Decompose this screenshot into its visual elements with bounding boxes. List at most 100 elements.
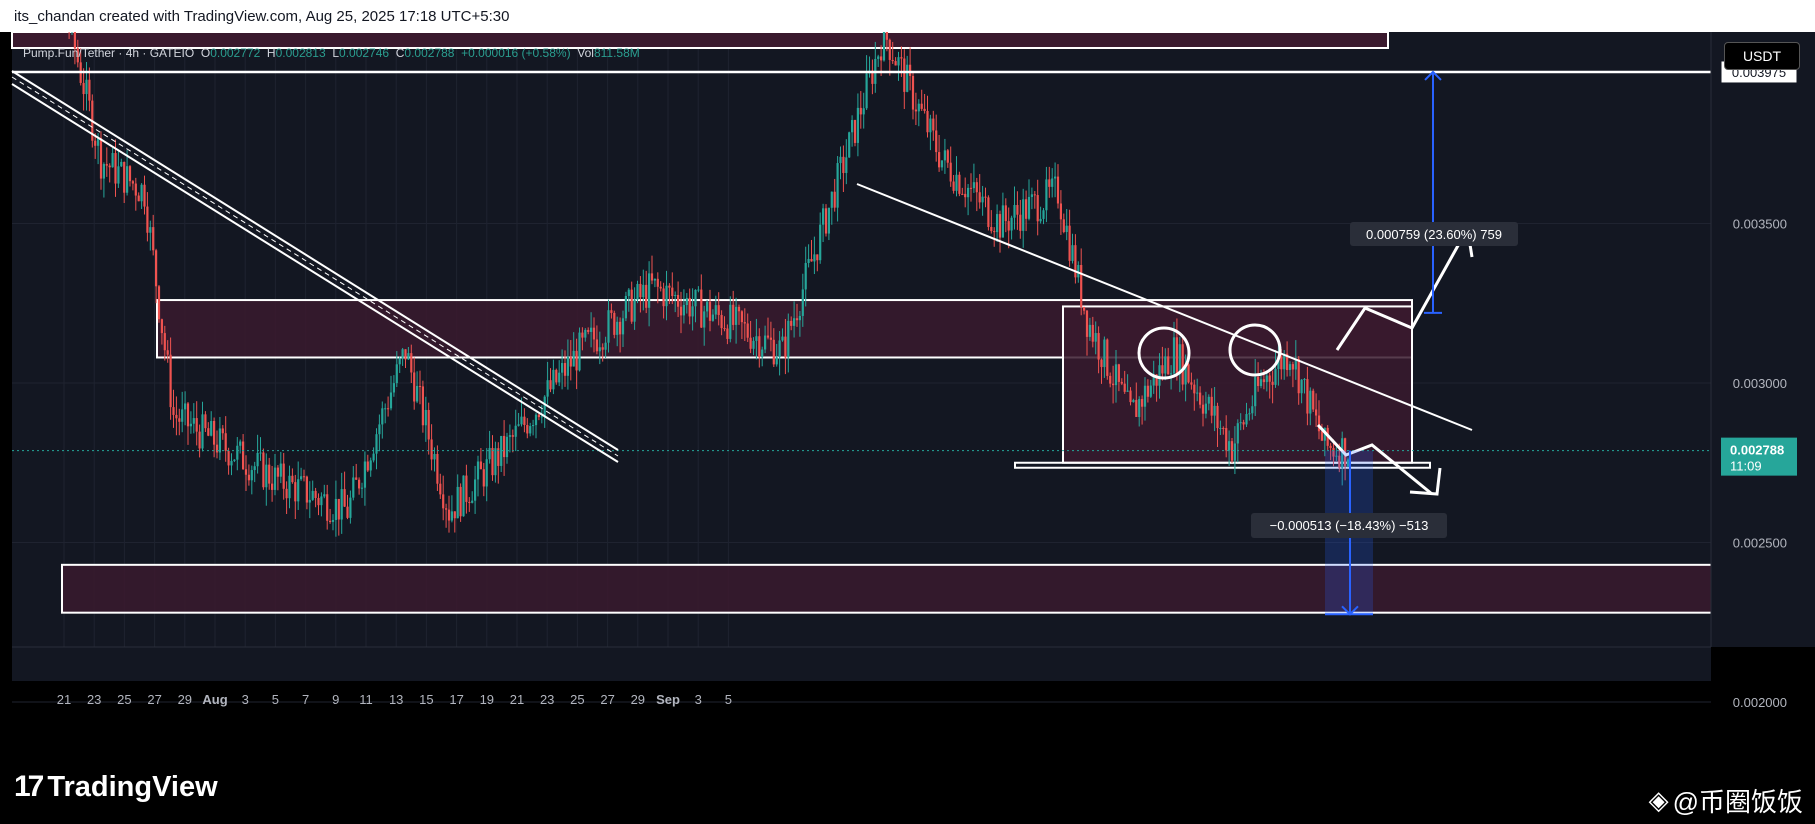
- time-tick-label: 23: [540, 692, 554, 707]
- candle-body: [146, 206, 149, 233]
- candle-body: [300, 476, 303, 480]
- candle-body: [1123, 383, 1126, 392]
- candle-body: [923, 108, 926, 111]
- bar-countdown: 11:09: [1730, 459, 1762, 474]
- candle-body: [885, 16, 888, 40]
- candle-body: [1181, 344, 1184, 385]
- candle-body: [865, 73, 868, 109]
- time-tick-label: 25: [570, 692, 584, 707]
- candle-body: [909, 64, 912, 76]
- candle-body: [114, 153, 117, 184]
- candle-body: [761, 349, 764, 358]
- candle-body: [526, 425, 529, 434]
- candle-body: [366, 461, 369, 471]
- candle-body: [398, 358, 401, 365]
- candle-body: [836, 163, 839, 208]
- chart-pane[interactable]: 0.000759 (23.60%) 759 −0.000513 (−18.43%)…: [0, 0, 1815, 749]
- candle-body: [993, 231, 996, 233]
- candle-body: [932, 118, 935, 131]
- candle-body: [917, 103, 920, 112]
- candle-body: [595, 339, 598, 352]
- candle-body: [566, 356, 569, 376]
- candle-body: [766, 335, 770, 338]
- candle-body: [1225, 428, 1228, 451]
- candle-body: [1065, 225, 1068, 233]
- candle-body: [488, 448, 491, 460]
- candle-body: [650, 273, 654, 281]
- candle-body: [285, 488, 288, 499]
- candle-body: [157, 286, 161, 320]
- candle-body: [346, 506, 349, 518]
- candle-body: [903, 58, 906, 92]
- candle-body: [160, 319, 163, 334]
- candle-body: [1010, 217, 1013, 231]
- volume-value: 811.58M: [593, 46, 640, 60]
- candle-body: [1201, 404, 1205, 414]
- candle-body: [653, 278, 656, 281]
- candle-body: [540, 416, 543, 418]
- candle-body: [485, 459, 488, 487]
- chart-canvas[interactable]: 0.000759 (23.60%) 759 −0.000513 (−18.43%)…: [0, 0, 1815, 749]
- candle-body: [636, 283, 639, 300]
- candle-body: [1045, 179, 1048, 211]
- candle-body: [102, 164, 105, 179]
- candle-body: [320, 496, 323, 506]
- candle-body: [1277, 356, 1280, 369]
- candle-body: [1155, 374, 1158, 386]
- candle-body: [610, 310, 613, 313]
- footer: [0, 749, 1815, 824]
- candle-body: [99, 138, 103, 179]
- candle-body: [239, 441, 242, 446]
- candle-body: [1167, 356, 1170, 375]
- candle-body: [853, 120, 857, 143]
- candle-body: [1335, 455, 1338, 457]
- candle-body: [334, 498, 337, 520]
- candle-body: [1158, 365, 1161, 386]
- candle-body: [227, 450, 230, 466]
- price-tick-label: 0.003500: [1733, 217, 1787, 232]
- measure-down-label-bg: [1251, 513, 1447, 538]
- high-label: H: [266, 46, 276, 60]
- low-value: 0.002746: [339, 46, 390, 60]
- candle-body: [561, 363, 564, 373]
- candle-body: [682, 305, 685, 316]
- tradingview-logo[interactable]: 17 TradingView: [14, 770, 218, 804]
- candle-body: [952, 181, 955, 191]
- candle-body: [569, 356, 572, 367]
- candle-body: [943, 150, 946, 161]
- candle-body: [1030, 194, 1033, 197]
- candle-body: [1309, 390, 1312, 414]
- candle-body: [790, 320, 793, 326]
- candle-body: [1048, 179, 1051, 187]
- candle-body: [877, 56, 880, 59]
- candle-body: [1233, 443, 1236, 461]
- candle-body: [630, 289, 633, 322]
- time-tick-label: 21: [510, 692, 524, 707]
- candle-body: [514, 425, 517, 437]
- time-tick-label: 9: [332, 692, 339, 707]
- candle-body: [1001, 205, 1004, 238]
- candle-body: [1013, 205, 1016, 218]
- candle-body: [343, 489, 346, 507]
- candle-body: [1149, 385, 1152, 397]
- candle-body: [1056, 176, 1060, 204]
- candle-body: [476, 461, 480, 480]
- candle-body: [387, 408, 390, 410]
- candle-body: [1271, 381, 1274, 385]
- candle-body: [1051, 178, 1054, 187]
- candle-body: [517, 424, 520, 426]
- candle-body: [314, 490, 317, 498]
- candle-body: [468, 501, 471, 503]
- candle-body: [111, 153, 114, 168]
- currency-button[interactable]: USDT: [1724, 42, 1800, 70]
- candle-body: [949, 162, 952, 182]
- circle-marker: [1228, 323, 1282, 377]
- time-axis-bg: [12, 647, 1711, 681]
- low-label: L: [332, 46, 340, 60]
- candle-body: [981, 196, 984, 203]
- candle-body: [671, 287, 674, 297]
- candle-body: [73, 18, 76, 49]
- candle-body: [1207, 396, 1210, 404]
- candle-body: [851, 120, 854, 133]
- candle-body: [395, 364, 398, 384]
